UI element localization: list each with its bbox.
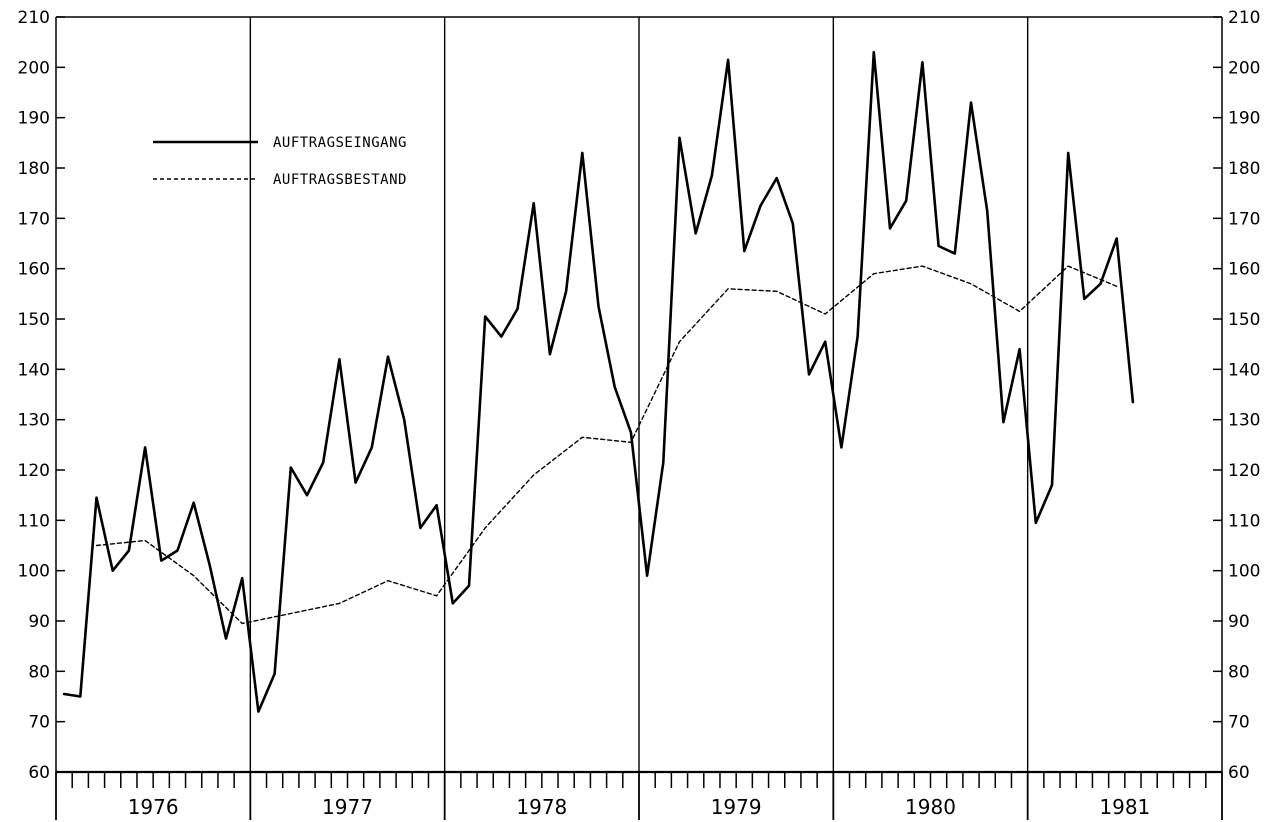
- y-tick-label-right: 200: [1228, 58, 1260, 78]
- y-tick-label-left: 120: [18, 461, 50, 481]
- y-tick-label-right: 180: [1228, 159, 1260, 179]
- y-tick-label-right: 70: [1228, 713, 1250, 733]
- y-tick-label-left: 140: [18, 360, 50, 380]
- y-tick-label-left: 130: [18, 411, 50, 431]
- y-tick-label-left: 150: [18, 310, 50, 330]
- y-tick-label-left: 80: [28, 662, 50, 682]
- year-label-1979: 1979: [711, 795, 762, 819]
- y-tick-label-left: 200: [18, 58, 50, 78]
- y-tick-label-left: 70: [28, 713, 50, 733]
- y-tick-label-right: 190: [1228, 109, 1260, 129]
- legend-label-auftragseingang: AUFTRAGSEINGANG: [273, 135, 407, 151]
- y-tick-label-right: 80: [1228, 662, 1250, 682]
- y-tick-label-left: 190: [18, 109, 50, 129]
- y-tick-label-right: 120: [1228, 461, 1260, 481]
- y-tick-label-left: 170: [18, 209, 50, 229]
- series-line-auftragseingang: [62, 50, 1135, 713]
- y-tick-label-right: 60: [1228, 763, 1250, 783]
- year-label-1978: 1978: [516, 795, 567, 819]
- y-tick-label-right: 210: [1228, 8, 1260, 28]
- y-tick-label-right: 90: [1228, 612, 1250, 632]
- year-label-1977: 1977: [322, 795, 373, 819]
- legend: AUFTRAGSEINGANG AUFTRAGSBESTAND: [153, 135, 407, 188]
- y-tick-label-left: 100: [18, 562, 50, 582]
- y-tick-label-left: 110: [18, 511, 50, 531]
- legend-label-auftragsbestand: AUFTRAGSBESTAND: [273, 172, 407, 188]
- y-tick-label-right: 170: [1228, 209, 1260, 229]
- y-tick-label-left: 90: [28, 612, 50, 632]
- y-tick-label-left: 180: [18, 159, 50, 179]
- year-label-1976: 1976: [128, 795, 179, 819]
- y-tick-label-left: 160: [18, 260, 50, 280]
- y-tick-label-right: 100: [1228, 562, 1260, 582]
- series-line-auftragsbestand: [95, 265, 1118, 625]
- y-tick-label-right: 130: [1228, 411, 1260, 431]
- y-tick-label-right: 150: [1228, 310, 1260, 330]
- y-tick-label-right: 160: [1228, 260, 1260, 280]
- y-tick-label-right: 140: [1228, 360, 1260, 380]
- y-tick-label-left: 210: [18, 8, 50, 28]
- series-lines: [62, 50, 1135, 713]
- axes: 60 60 70 70 80 80 90 90 100 100 110 110 120 120 130 130…: [18, 8, 1260, 820]
- y-tick-label-right: 110: [1228, 511, 1260, 531]
- y-tick-label-left: 60: [28, 763, 50, 783]
- year-label-1980: 1980: [905, 795, 956, 819]
- year-label-1981: 1981: [1099, 795, 1150, 819]
